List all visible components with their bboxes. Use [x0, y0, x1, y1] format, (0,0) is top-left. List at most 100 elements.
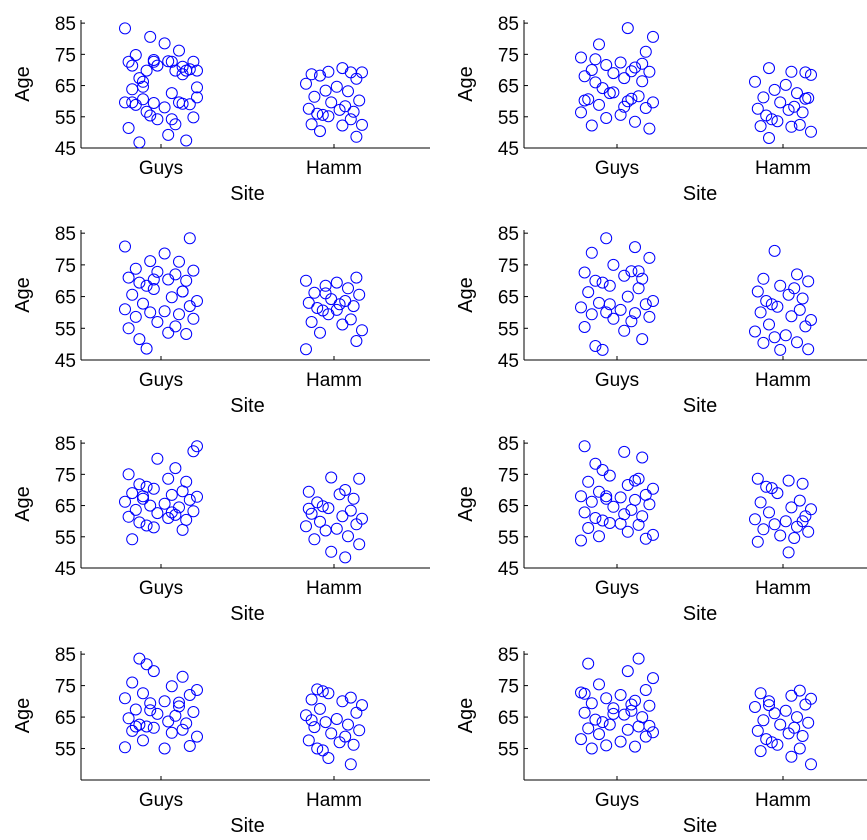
data-point — [176, 485, 189, 498]
data-point — [314, 326, 326, 339]
data-point — [802, 525, 815, 538]
data-point — [319, 716, 332, 729]
data-point — [162, 128, 175, 141]
data-point — [796, 292, 809, 305]
data-point — [339, 551, 352, 564]
data-point — [353, 724, 366, 737]
data-point — [596, 464, 609, 476]
data-point — [183, 300, 196, 313]
data-point — [126, 288, 139, 301]
data-point — [629, 493, 641, 506]
data-point — [793, 494, 806, 507]
data-point — [589, 713, 602, 726]
data-point — [799, 698, 812, 711]
x-axis-label: Site — [230, 395, 264, 417]
x-tick-label: Hamm — [755, 578, 811, 599]
data-point — [643, 122, 656, 135]
data-point — [305, 714, 318, 727]
data-point — [158, 497, 171, 510]
data-point — [799, 92, 812, 105]
data-point — [614, 56, 627, 69]
data-point — [311, 302, 324, 314]
data-point — [629, 474, 641, 487]
data-point — [647, 295, 659, 307]
data-point — [158, 247, 171, 260]
data-point — [300, 343, 312, 356]
y-axis-label: Age — [12, 277, 34, 313]
data-point — [578, 687, 591, 700]
data-point — [191, 730, 203, 743]
data-point — [151, 507, 164, 520]
data-point — [333, 103, 346, 116]
subplot-7: 55 65 75 85 Guys Hamm Site Age — [12, 645, 430, 837]
data-point — [760, 480, 773, 493]
data-point — [607, 312, 620, 325]
y-tick-label: 55 — [55, 319, 76, 340]
data-point — [126, 487, 139, 500]
data-point — [793, 684, 806, 697]
y-tick-label: 85 — [498, 14, 519, 35]
data-point — [768, 707, 781, 720]
data-point — [129, 720, 142, 733]
data-point — [799, 66, 812, 79]
data-point — [614, 491, 627, 504]
data-point — [165, 113, 178, 126]
data-point — [325, 471, 338, 484]
y-tick-label: 45 — [55, 351, 76, 372]
data-point — [749, 75, 761, 88]
data-point — [191, 295, 203, 307]
data-point — [589, 76, 602, 89]
data-point — [147, 482, 160, 495]
data-point — [603, 517, 616, 529]
data-point — [585, 64, 598, 76]
data-point — [158, 101, 171, 114]
data-point — [137, 297, 149, 310]
y-tick-label: 55 — [498, 108, 519, 129]
data-point — [322, 687, 335, 700]
data-point — [639, 298, 652, 311]
data-point — [191, 490, 203, 503]
data-point — [629, 307, 641, 320]
data-point — [614, 517, 627, 530]
data-point — [796, 730, 809, 742]
data-point — [133, 652, 146, 665]
data-point — [596, 514, 609, 527]
data-point — [754, 306, 767, 319]
data-point — [319, 524, 332, 537]
data-point — [316, 500, 329, 513]
data-point — [140, 658, 153, 671]
data-point — [300, 77, 312, 90]
data-point — [162, 273, 175, 286]
data-point — [788, 282, 801, 295]
data-point — [126, 83, 139, 96]
data-point — [796, 477, 809, 490]
data-point — [785, 310, 798, 323]
data-point — [191, 81, 203, 94]
data-point — [618, 269, 631, 282]
data-point — [607, 702, 620, 715]
data-point — [647, 96, 659, 109]
data-point — [169, 320, 182, 333]
data-point — [162, 715, 175, 728]
data-point — [625, 65, 638, 78]
data-point — [342, 85, 354, 98]
y-tick-label: 55 — [55, 740, 76, 761]
data-point — [765, 736, 778, 749]
data-point — [607, 86, 620, 99]
data-point — [133, 478, 146, 491]
data-point — [162, 326, 175, 339]
data-point — [575, 106, 587, 119]
data-point — [302, 296, 315, 309]
data-point — [763, 699, 775, 712]
x-tick-label: Guys — [139, 578, 183, 599]
data-point — [578, 94, 591, 107]
data-point — [140, 64, 153, 77]
data-point — [771, 115, 784, 128]
data-point — [768, 83, 781, 96]
data-point — [169, 462, 182, 475]
data-point — [169, 508, 182, 521]
data-point — [311, 742, 324, 755]
data-point — [643, 498, 656, 511]
y-axis-label: Age — [455, 66, 477, 102]
data-point — [350, 706, 363, 719]
